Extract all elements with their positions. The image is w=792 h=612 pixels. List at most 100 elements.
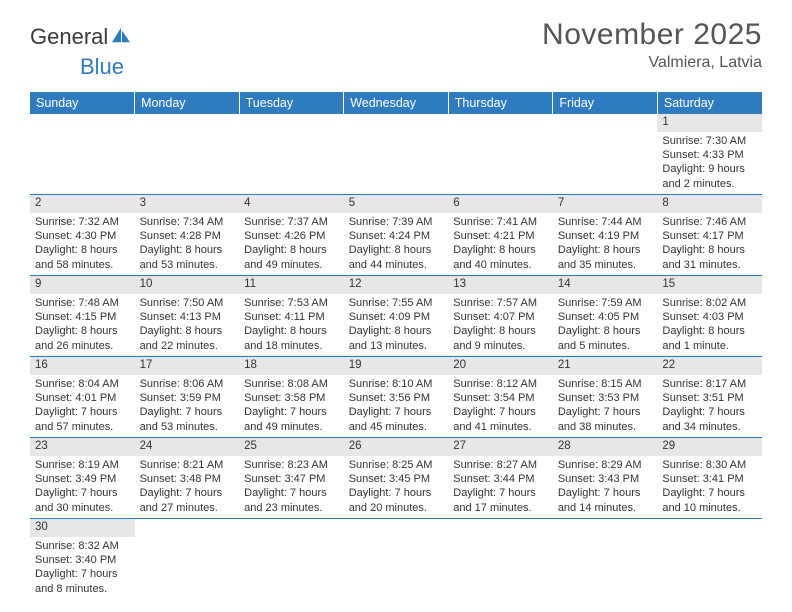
day-number <box>344 114 449 130</box>
day-number: 20 <box>448 357 553 375</box>
calendar-day-cell: 20Sunrise: 8:12 AMSunset: 3:54 PMDayligh… <box>448 356 553 437</box>
weekday-header: Monday <box>135 92 240 114</box>
day-number <box>239 114 344 130</box>
day-number: 1 <box>657 114 762 132</box>
calendar-day-cell <box>135 518 240 598</box>
day-number: 5 <box>344 195 449 213</box>
calendar-day-cell: 12Sunrise: 7:55 AMSunset: 4:09 PMDayligh… <box>344 275 449 356</box>
calendar-day-cell: 10Sunrise: 7:50 AMSunset: 4:13 PMDayligh… <box>135 275 240 356</box>
day-number: 21 <box>553 357 658 375</box>
calendar-week-row: 30Sunrise: 8:32 AMSunset: 3:40 PMDayligh… <box>30 518 762 598</box>
sail-icon <box>110 24 132 50</box>
day-number: 17 <box>135 357 240 375</box>
day-number: 26 <box>344 438 449 456</box>
day-details: Sunrise: 8:30 AMSunset: 3:41 PMDaylight:… <box>657 456 762 518</box>
day-number <box>553 519 658 535</box>
calendar-day-cell: 4Sunrise: 7:37 AMSunset: 4:26 PMDaylight… <box>239 194 344 275</box>
calendar-day-cell: 23Sunrise: 8:19 AMSunset: 3:49 PMDayligh… <box>30 437 135 518</box>
calendar-day-cell: 25Sunrise: 8:23 AMSunset: 3:47 PMDayligh… <box>239 437 344 518</box>
calendar-day-cell: 5Sunrise: 7:39 AMSunset: 4:24 PMDaylight… <box>344 194 449 275</box>
day-details: Sunrise: 7:37 AMSunset: 4:26 PMDaylight:… <box>239 213 344 275</box>
day-details: Sunrise: 7:39 AMSunset: 4:24 PMDaylight:… <box>344 213 449 275</box>
day-details: Sunrise: 8:32 AMSunset: 3:40 PMDaylight:… <box>30 537 135 599</box>
day-number: 19 <box>344 357 449 375</box>
calendar-day-cell <box>239 114 344 194</box>
calendar-day-cell: 24Sunrise: 8:21 AMSunset: 3:48 PMDayligh… <box>135 437 240 518</box>
weekday-header: Friday <box>553 92 658 114</box>
day-number <box>448 114 553 130</box>
calendar-day-cell: 26Sunrise: 8:25 AMSunset: 3:45 PMDayligh… <box>344 437 449 518</box>
day-number: 15 <box>657 276 762 294</box>
calendar-day-cell: 22Sunrise: 8:17 AMSunset: 3:51 PMDayligh… <box>657 356 762 437</box>
day-details: Sunrise: 8:06 AMSunset: 3:59 PMDaylight:… <box>135 375 240 437</box>
day-number: 6 <box>448 195 553 213</box>
day-number: 28 <box>553 438 658 456</box>
weekday-header: Wednesday <box>344 92 449 114</box>
day-details: Sunrise: 8:10 AMSunset: 3:56 PMDaylight:… <box>344 375 449 437</box>
day-number: 8 <box>657 195 762 213</box>
calendar-day-cell: 27Sunrise: 8:27 AMSunset: 3:44 PMDayligh… <box>448 437 553 518</box>
day-number: 29 <box>657 438 762 456</box>
calendar-week-row: 23Sunrise: 8:19 AMSunset: 3:49 PMDayligh… <box>30 437 762 518</box>
calendar-day-cell: 18Sunrise: 8:08 AMSunset: 3:58 PMDayligh… <box>239 356 344 437</box>
calendar-day-cell: 21Sunrise: 8:15 AMSunset: 3:53 PMDayligh… <box>553 356 658 437</box>
day-number <box>135 519 240 535</box>
weekday-header: Sunday <box>30 92 135 114</box>
day-number: 4 <box>239 195 344 213</box>
day-details: Sunrise: 7:57 AMSunset: 4:07 PMDaylight:… <box>448 294 553 356</box>
day-number: 7 <box>553 195 658 213</box>
calendar-day-cell <box>553 518 658 598</box>
day-details: Sunrise: 7:50 AMSunset: 4:13 PMDaylight:… <box>135 294 240 356</box>
day-details: Sunrise: 7:44 AMSunset: 4:19 PMDaylight:… <box>553 213 658 275</box>
day-number: 3 <box>135 195 240 213</box>
day-details: Sunrise: 7:41 AMSunset: 4:21 PMDaylight:… <box>448 213 553 275</box>
calendar-week-row: 9Sunrise: 7:48 AMSunset: 4:15 PMDaylight… <box>30 275 762 356</box>
calendar-day-cell <box>30 114 135 194</box>
calendar-day-cell: 30Sunrise: 8:32 AMSunset: 3:40 PMDayligh… <box>30 518 135 598</box>
calendar-week-row: 16Sunrise: 8:04 AMSunset: 4:01 PMDayligh… <box>30 356 762 437</box>
day-details: Sunrise: 7:32 AMSunset: 4:30 PMDaylight:… <box>30 213 135 275</box>
day-number: 14 <box>553 276 658 294</box>
day-number <box>657 519 762 535</box>
weekday-header: Thursday <box>448 92 553 114</box>
day-number: 24 <box>135 438 240 456</box>
day-details: Sunrise: 8:23 AMSunset: 3:47 PMDaylight:… <box>239 456 344 518</box>
calendar-day-cell <box>239 518 344 598</box>
day-details: Sunrise: 8:12 AMSunset: 3:54 PMDaylight:… <box>448 375 553 437</box>
calendar-day-cell: 7Sunrise: 7:44 AMSunset: 4:19 PMDaylight… <box>553 194 658 275</box>
day-number: 10 <box>135 276 240 294</box>
day-details: Sunrise: 8:02 AMSunset: 4:03 PMDaylight:… <box>657 294 762 356</box>
calendar-day-cell: 1Sunrise: 7:30 AMSunset: 4:33 PMDaylight… <box>657 114 762 194</box>
calendar-day-cell: 13Sunrise: 7:57 AMSunset: 4:07 PMDayligh… <box>448 275 553 356</box>
day-details: Sunrise: 8:21 AMSunset: 3:48 PMDaylight:… <box>135 456 240 518</box>
weekday-header: Saturday <box>657 92 762 114</box>
calendar-day-cell: 19Sunrise: 8:10 AMSunset: 3:56 PMDayligh… <box>344 356 449 437</box>
calendar-day-cell: 17Sunrise: 8:06 AMSunset: 3:59 PMDayligh… <box>135 356 240 437</box>
day-details: Sunrise: 7:46 AMSunset: 4:17 PMDaylight:… <box>657 213 762 275</box>
calendar-day-cell: 16Sunrise: 8:04 AMSunset: 4:01 PMDayligh… <box>30 356 135 437</box>
day-number <box>30 114 135 130</box>
day-details: Sunrise: 8:25 AMSunset: 3:45 PMDaylight:… <box>344 456 449 518</box>
calendar-table: Sunday Monday Tuesday Wednesday Thursday… <box>30 92 762 599</box>
calendar-day-cell: 9Sunrise: 7:48 AMSunset: 4:15 PMDaylight… <box>30 275 135 356</box>
calendar-day-cell <box>657 518 762 598</box>
day-number: 13 <box>448 276 553 294</box>
day-number <box>553 114 658 130</box>
day-details: Sunrise: 7:48 AMSunset: 4:15 PMDaylight:… <box>30 294 135 356</box>
day-number <box>344 519 449 535</box>
day-number <box>239 519 344 535</box>
day-number <box>448 519 553 535</box>
day-details: Sunrise: 7:34 AMSunset: 4:28 PMDaylight:… <box>135 213 240 275</box>
day-details: Sunrise: 7:55 AMSunset: 4:09 PMDaylight:… <box>344 294 449 356</box>
day-details: Sunrise: 7:53 AMSunset: 4:11 PMDaylight:… <box>239 294 344 356</box>
brand-part2: Blue <box>80 54 124 80</box>
day-details: Sunrise: 8:15 AMSunset: 3:53 PMDaylight:… <box>553 375 658 437</box>
location-label: Valmiera, Latvia <box>542 54 762 72</box>
calendar-day-cell: 2Sunrise: 7:32 AMSunset: 4:30 PMDaylight… <box>30 194 135 275</box>
weekday-header: Tuesday <box>239 92 344 114</box>
day-details: Sunrise: 8:04 AMSunset: 4:01 PMDaylight:… <box>30 375 135 437</box>
calendar-day-cell: 28Sunrise: 8:29 AMSunset: 3:43 PMDayligh… <box>553 437 658 518</box>
day-number: 11 <box>239 276 344 294</box>
day-number: 18 <box>239 357 344 375</box>
day-number: 25 <box>239 438 344 456</box>
